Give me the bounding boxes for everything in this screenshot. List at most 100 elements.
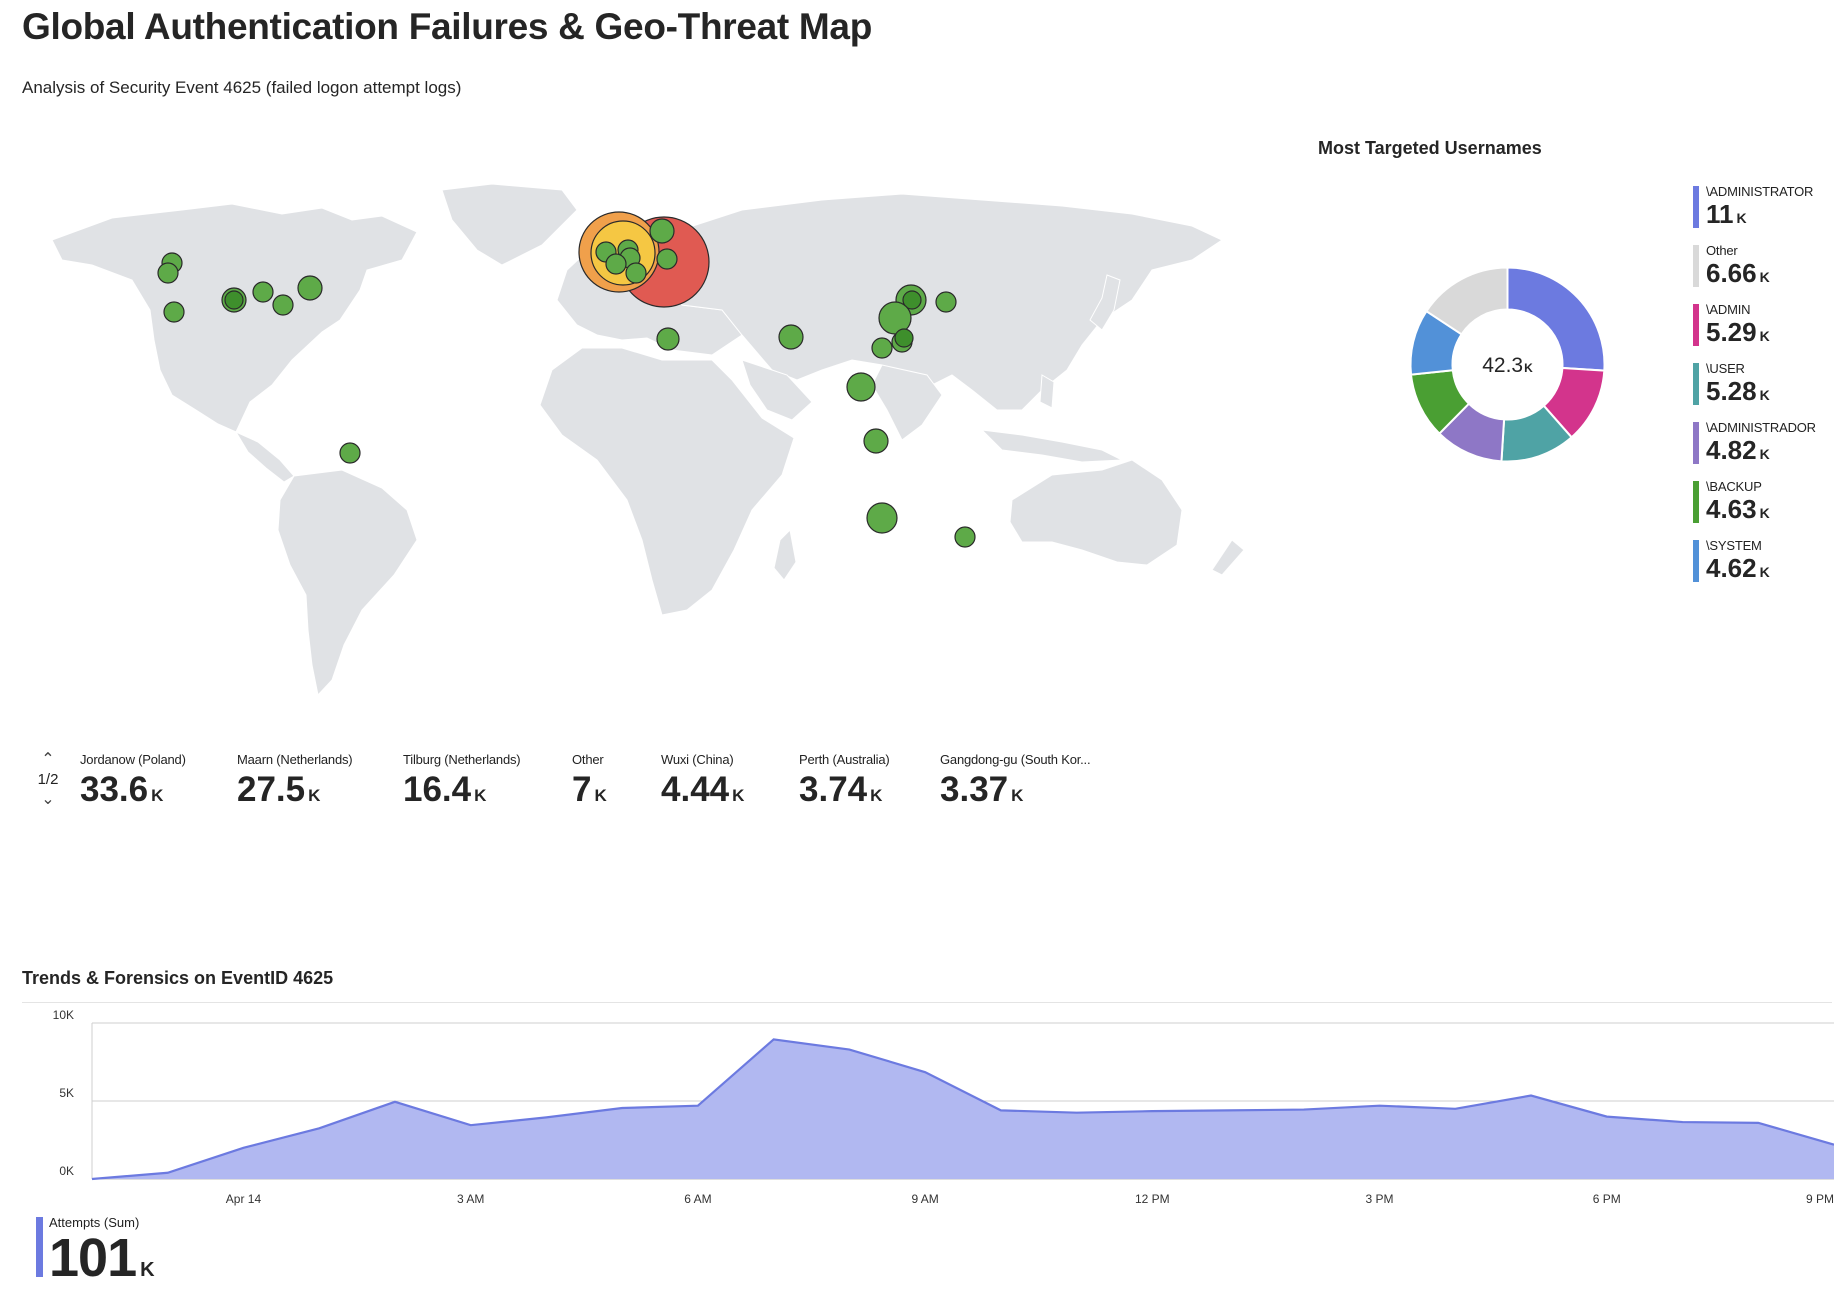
data-point[interactable] xyxy=(1074,1110,1080,1116)
data-point[interactable] xyxy=(1755,1120,1761,1126)
data-point[interactable] xyxy=(1528,1093,1534,1099)
legend-label: Other xyxy=(1706,243,1738,258)
legend-item[interactable]: Other 6.66 K xyxy=(1693,243,1833,302)
bubble-location[interactable] xyxy=(157,262,179,284)
data-point[interactable] xyxy=(165,1170,171,1176)
donut-slice[interactable] xyxy=(1425,266,1509,336)
location-stat[interactable]: Tilburg (Netherlands) 16.4 K xyxy=(403,752,521,816)
bubble-location[interactable] xyxy=(778,324,804,350)
bubble-location[interactable] xyxy=(339,442,361,464)
area-svg: 10K 5K 0K Apr 14 3 AM 6 AM 9 AM 12 PM 3 PM 6 PM 9 … xyxy=(53,1008,1834,1206)
donut-svg: 42.3K xyxy=(1409,266,1606,463)
bubble-location[interactable] xyxy=(656,248,678,270)
bubble-location[interactable] xyxy=(272,294,294,316)
land-central-america xyxy=(234,430,295,483)
land-australia xyxy=(1009,459,1183,566)
legend-item[interactable]: \ADMINISTRATOR 11 K xyxy=(1693,184,1833,243)
x-tick-label: 3 PM xyxy=(1366,1192,1394,1206)
land-north-america xyxy=(51,203,418,433)
legend-value: 6.66 K xyxy=(1706,258,1770,288)
data-point[interactable] xyxy=(468,1122,474,1128)
legend-value: 4.62 K xyxy=(1706,553,1770,583)
bubble-location[interactable] xyxy=(297,275,323,301)
x-tick-label: 6 AM xyxy=(684,1192,711,1206)
location-stat[interactable]: Maarn (Netherlands) 27.5 K xyxy=(237,752,353,816)
y-tick-label: 0K xyxy=(59,1164,74,1178)
data-point[interactable] xyxy=(998,1107,1004,1113)
location-stat[interactable]: Gangdong-gu (South Kor... 3.37 K xyxy=(940,752,1091,816)
data-point[interactable] xyxy=(771,1036,777,1042)
trends-title: Trends & Forensics on EventID 4625 xyxy=(22,968,334,988)
x-tick-label: 6 PM xyxy=(1593,1192,1621,1206)
data-point[interactable] xyxy=(1301,1107,1307,1113)
bubble-location[interactable] xyxy=(902,290,922,310)
location-value: 27.5 K xyxy=(237,770,321,809)
chevron-down-icon[interactable]: ⌄ xyxy=(41,791,55,808)
location-value: 3.74 K xyxy=(799,770,883,809)
data-point[interactable] xyxy=(1680,1119,1686,1125)
attempts-area-chart[interactable]: 10K 5K 0K Apr 14 3 AM 6 AM 9 AM 12 PM 3 PM 6 PM 9 … xyxy=(22,1003,1834,1213)
bubble-perth-australia[interactable] xyxy=(866,502,898,534)
data-point[interactable] xyxy=(240,1145,246,1151)
data-point[interactable] xyxy=(1377,1103,1383,1109)
data-point[interactable] xyxy=(695,1103,701,1109)
bubble-location[interactable] xyxy=(871,337,893,359)
y-tick-label: 10K xyxy=(53,1008,74,1022)
data-point[interactable] xyxy=(619,1105,625,1111)
legend-color-bar xyxy=(1693,304,1699,346)
data-point[interactable] xyxy=(543,1114,549,1120)
bubble-location[interactable] xyxy=(894,328,914,348)
bubble-location[interactable] xyxy=(863,428,889,454)
bubble-location[interactable] xyxy=(252,281,274,303)
bubble-location[interactable] xyxy=(954,526,976,548)
data-point[interactable] xyxy=(392,1099,398,1105)
x-tick-label: 3 AM xyxy=(457,1192,484,1206)
location-stat[interactable]: Perth (Australia) 3.74 K xyxy=(799,752,890,816)
bubble-location[interactable] xyxy=(605,253,627,275)
legend-color-bar xyxy=(1693,186,1699,228)
geo-threat-map[interactable] xyxy=(22,170,1252,715)
legend-item[interactable]: \ADMIN 5.29 K xyxy=(1693,302,1833,361)
data-point[interactable] xyxy=(846,1047,852,1053)
usernames-donut-chart[interactable]: 42.3K xyxy=(1405,262,1610,467)
legend-item[interactable]: \SYSTEM 4.62 K xyxy=(1693,538,1833,597)
land-arabia xyxy=(741,359,813,421)
land-madagascar xyxy=(773,528,797,581)
bubble-location[interactable] xyxy=(649,218,675,244)
legend-label: \USER xyxy=(1706,361,1745,376)
summary-label: Attempts (Sum) xyxy=(49,1215,140,1230)
location-stat[interactable]: Jordanow (Poland) 33.6 K xyxy=(80,752,186,816)
data-point[interactable] xyxy=(1225,1107,1231,1113)
location-stat[interactable]: Wuxi (China) 4.44 K xyxy=(661,752,744,816)
location-label: Gangdong-gu (South Kor... xyxy=(940,752,1091,767)
chevron-up-icon[interactable]: ⌃ xyxy=(41,751,55,768)
bubble-location[interactable] xyxy=(656,327,680,351)
location-label: Maarn (Netherlands) xyxy=(237,752,353,767)
legend-item[interactable]: \USER 5.28 K xyxy=(1693,361,1833,420)
location-label: Other xyxy=(572,752,604,767)
bubble-location[interactable] xyxy=(846,372,876,402)
map-pager: ⌃ 1/2 ⌄ xyxy=(34,752,62,808)
data-point[interactable] xyxy=(1149,1108,1155,1114)
legend-item[interactable]: \BACKUP 4.63 K xyxy=(1693,479,1833,538)
legend-color-bar xyxy=(1693,422,1699,464)
data-point[interactable] xyxy=(316,1125,322,1131)
attempts-sum-stat[interactable]: Attempts (Sum) 101 K xyxy=(36,1215,155,1298)
threat-bubbles xyxy=(157,211,976,548)
bubble-location[interactable] xyxy=(935,291,957,313)
bubble-wuxi-china[interactable] xyxy=(878,301,912,335)
data-point[interactable] xyxy=(922,1069,928,1075)
donut-legend: \ADMINISTRATOR 11 K Other 6.66 K \ADMIN 5.29 K \U… xyxy=(1693,184,1833,597)
bubble-location[interactable] xyxy=(224,290,244,310)
bubble-location[interactable] xyxy=(163,301,185,323)
location-value: 3.37 K xyxy=(940,770,1024,809)
location-label: Wuxi (China) xyxy=(661,752,734,767)
legend-item[interactable]: \ADMINISTRADOR 4.82 K xyxy=(1693,420,1833,479)
data-point[interactable] xyxy=(1604,1114,1610,1120)
data-point[interactable] xyxy=(89,1176,95,1182)
donut-slice[interactable] xyxy=(1506,266,1606,372)
bubble-location[interactable] xyxy=(625,262,647,284)
legend-value: 5.29 K xyxy=(1706,317,1770,347)
data-point[interactable] xyxy=(1452,1106,1458,1112)
